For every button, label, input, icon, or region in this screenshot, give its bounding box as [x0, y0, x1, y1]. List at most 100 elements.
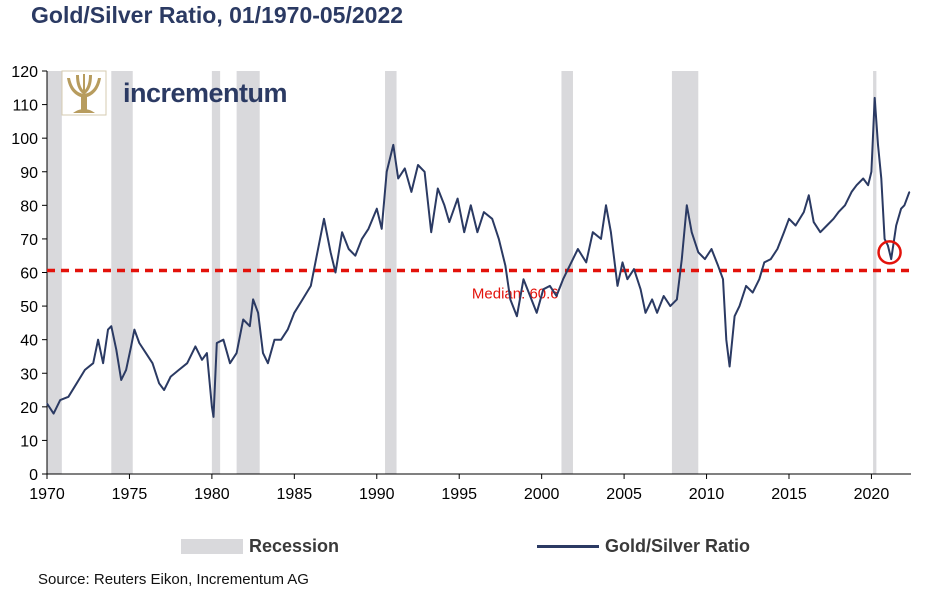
- data-point-110: [722, 278, 724, 280]
- data-point-67: [448, 221, 450, 223]
- x-tick-label-1975: 1975: [112, 486, 148, 503]
- data-point-86: [577, 248, 579, 250]
- data-point-5: [76, 382, 78, 384]
- data-point-71: [476, 231, 478, 233]
- data-point-52: [354, 255, 356, 257]
- data-point-41: [280, 339, 282, 341]
- data-point-134: [862, 177, 864, 180]
- data-point-43: [293, 312, 295, 314]
- chart-title: Gold/Silver Ratio, 01/1970-05/2022: [31, 2, 404, 28]
- x-tick-label-2020: 2020: [854, 486, 890, 503]
- data-point-141: [887, 245, 889, 247]
- data-point-112: [729, 365, 731, 368]
- data-point-143: [895, 224, 897, 227]
- data-point-35: [249, 325, 251, 327]
- data-point-38: [262, 352, 264, 354]
- x-tick-label-2010: 2010: [689, 486, 725, 503]
- recession-band-8: [873, 71, 877, 474]
- data-point-11: [110, 325, 112, 327]
- data-point-84: [562, 278, 564, 280]
- data-point-89: [600, 238, 602, 240]
- x-tick-label-2000: 2000: [524, 486, 560, 503]
- y-tick-label-50: 50: [20, 299, 38, 316]
- data-point-103: [681, 258, 683, 260]
- legend-ratio: Gold/Silver Ratio: [537, 536, 750, 557]
- tree-logo-icon: [61, 70, 107, 116]
- data-point-62: [417, 164, 419, 166]
- data-point-121: [783, 231, 785, 233]
- data-point-119: [770, 258, 772, 260]
- data-point-1: [46, 402, 48, 405]
- y-tick-label-80: 80: [20, 198, 38, 215]
- data-point-87: [585, 261, 587, 263]
- data-point-126: [813, 221, 815, 223]
- data-point-22: [170, 376, 172, 378]
- data-point-144: [900, 208, 902, 210]
- data-point-111: [725, 339, 727, 341]
- data-point-97: [644, 312, 647, 314]
- data-point-127: [819, 231, 821, 233]
- data-point-82: [549, 285, 551, 287]
- data-point-109: [717, 265, 719, 267]
- y-tick-label-30: 30: [20, 366, 38, 383]
- data-point-99: [656, 312, 658, 314]
- data-point-72: [483, 211, 485, 213]
- data-point-91: [610, 231, 612, 233]
- data-point-139: [880, 177, 882, 180]
- data-point-68: [457, 198, 459, 200]
- data-point-85: [570, 261, 572, 263]
- data-point-57: [386, 171, 388, 173]
- data-point-13: [120, 379, 122, 381]
- data-point-8: [97, 339, 99, 341]
- median-reference: Median: 60.6: [47, 268, 911, 302]
- data-point-31: [222, 339, 224, 341]
- median-label: Median: 60.6: [472, 285, 559, 302]
- data-point-24: [186, 362, 188, 364]
- data-point-122: [788, 218, 790, 220]
- data-point-135: [867, 184, 869, 186]
- data-point-120: [776, 248, 779, 250]
- data-point-107: [704, 258, 706, 260]
- data-point-23: [178, 369, 180, 371]
- data-point-14: [125, 369, 127, 371]
- x-tick-label-1990: 1990: [359, 486, 395, 503]
- y-tick-label-70: 70: [20, 232, 38, 249]
- data-point-54: [367, 228, 370, 230]
- data-point-59: [397, 177, 399, 180]
- data-point-7: [92, 362, 94, 364]
- data-point-66: [443, 204, 445, 206]
- data-point-106: [697, 251, 699, 253]
- data-point-128: [826, 224, 828, 227]
- data-point-69: [463, 231, 465, 233]
- data-point-36: [252, 298, 254, 300]
- data-point-61: [410, 191, 412, 193]
- recession-band-5: [385, 71, 397, 474]
- data-point-118: [763, 261, 765, 263]
- x-tick-label-2015: 2015: [771, 486, 807, 503]
- data-point-145: [903, 204, 906, 206]
- data-point-78: [522, 278, 525, 280]
- data-point-131: [844, 204, 846, 206]
- data-point-9: [102, 362, 104, 364]
- data-point-46: [316, 251, 318, 253]
- x-tick-label-1980: 1980: [194, 486, 230, 503]
- data-point-53: [361, 238, 363, 240]
- data-point-83: [555, 295, 558, 297]
- data-point-129: [832, 218, 835, 220]
- data-point-114: [738, 305, 741, 307]
- data-point-115: [745, 285, 747, 287]
- data-point-90: [605, 204, 607, 206]
- data-point-136: [870, 171, 873, 173]
- data-point-108: [710, 248, 713, 250]
- data-point-51: [348, 248, 350, 250]
- data-point-30: [216, 342, 218, 344]
- data-point-58: [392, 144, 394, 146]
- axes: 0 10 20 30 40 50 60 70 80 90 100 110 120 1970 1975 1980…: [11, 64, 911, 503]
- data-point-27: [206, 352, 208, 354]
- data-point-73: [491, 218, 493, 220]
- data-point-74: [498, 238, 500, 240]
- y-tick-label-40: 40: [20, 333, 38, 350]
- data-point-63: [424, 171, 426, 173]
- data-point-101: [669, 305, 671, 307]
- recession-bands: [47, 71, 877, 474]
